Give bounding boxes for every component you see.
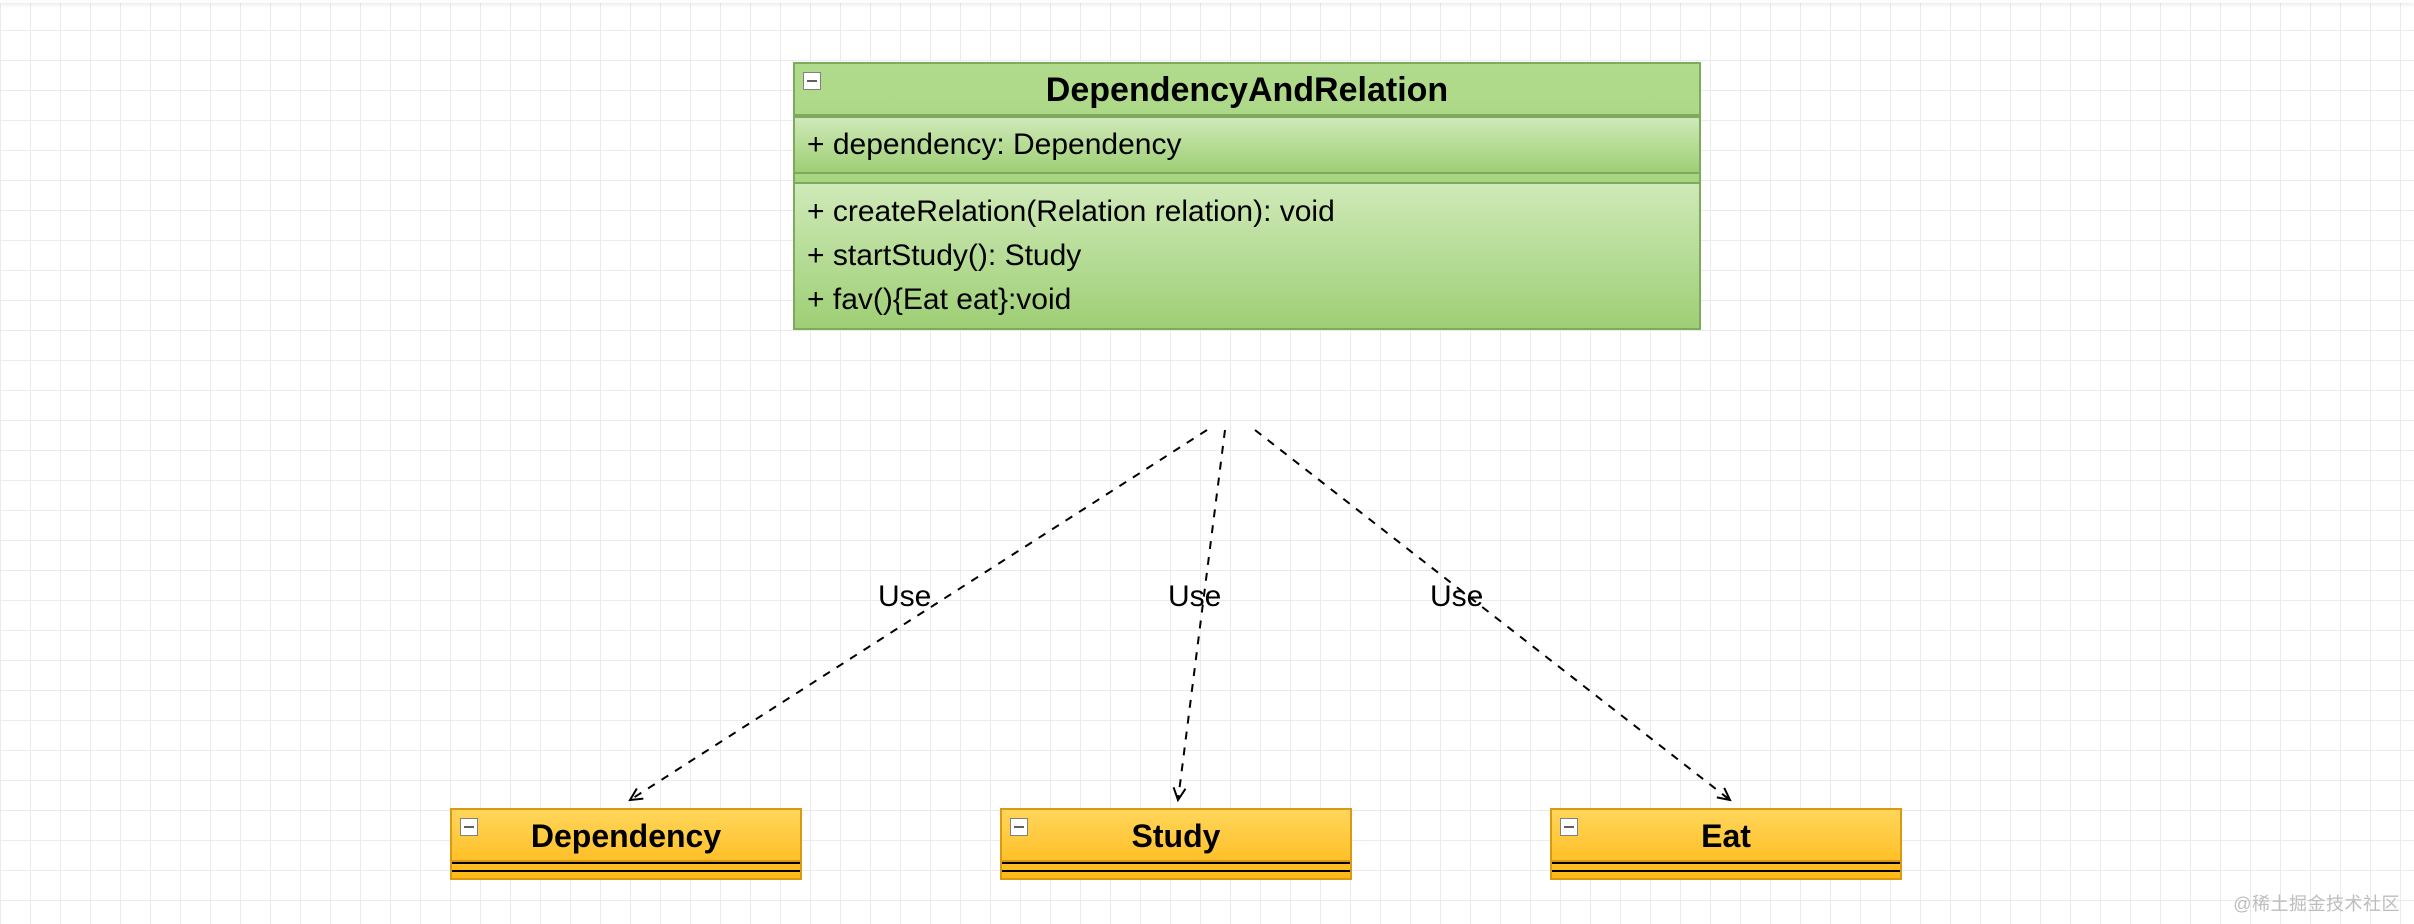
class-name-label: Study [1132,818,1221,854]
dependency-edge [630,430,1207,800]
edge-label: Use [1430,580,1483,614]
class-box-study[interactable]: Study [1000,808,1352,880]
collapse-icon[interactable] [803,72,821,90]
methods-section: + createRelation(Relation relation): voi… [795,182,1699,328]
dependency-edge [1255,430,1730,800]
diagram-canvas: DependencyAndRelation + dependency: Depe… [0,0,2414,924]
empty-section [1552,862,1900,870]
edge-label: Use [1168,580,1221,614]
edge-label: Use [878,580,931,614]
watermark-text: @稀土掘金技术社区 [2233,890,2400,916]
method-row: + createRelation(Relation relation): voi… [807,190,1687,234]
class-box-main[interactable]: DependencyAndRelation + dependency: Depe… [793,62,1701,330]
attributes-section: + dependency: Dependency [795,116,1699,172]
empty-section [1002,862,1350,870]
empty-section [1002,870,1350,878]
class-box-dependency[interactable]: Dependency [450,808,802,880]
class-title: Study [1002,810,1350,862]
method-row: + fav(){Eat eat}:void [807,278,1687,322]
section-divider [795,172,1699,182]
class-name-label: DependencyAndRelation [1046,71,1448,109]
class-title: DependencyAndRelation [795,64,1699,116]
class-title: Dependency [452,810,800,862]
class-box-eat[interactable]: Eat [1550,808,1902,880]
dependency-edge [1178,430,1225,800]
method-row: + startStudy(): Study [807,234,1687,278]
collapse-icon[interactable] [1560,818,1578,836]
class-title: Eat [1552,810,1900,862]
attribute-row: + dependency: Dependency [807,124,1687,166]
empty-section [452,862,800,870]
empty-section [1552,870,1900,878]
collapse-icon[interactable] [460,818,478,836]
empty-section [452,870,800,878]
collapse-icon[interactable] [1010,818,1028,836]
class-name-label: Dependency [531,818,721,854]
class-name-label: Eat [1701,818,1751,854]
